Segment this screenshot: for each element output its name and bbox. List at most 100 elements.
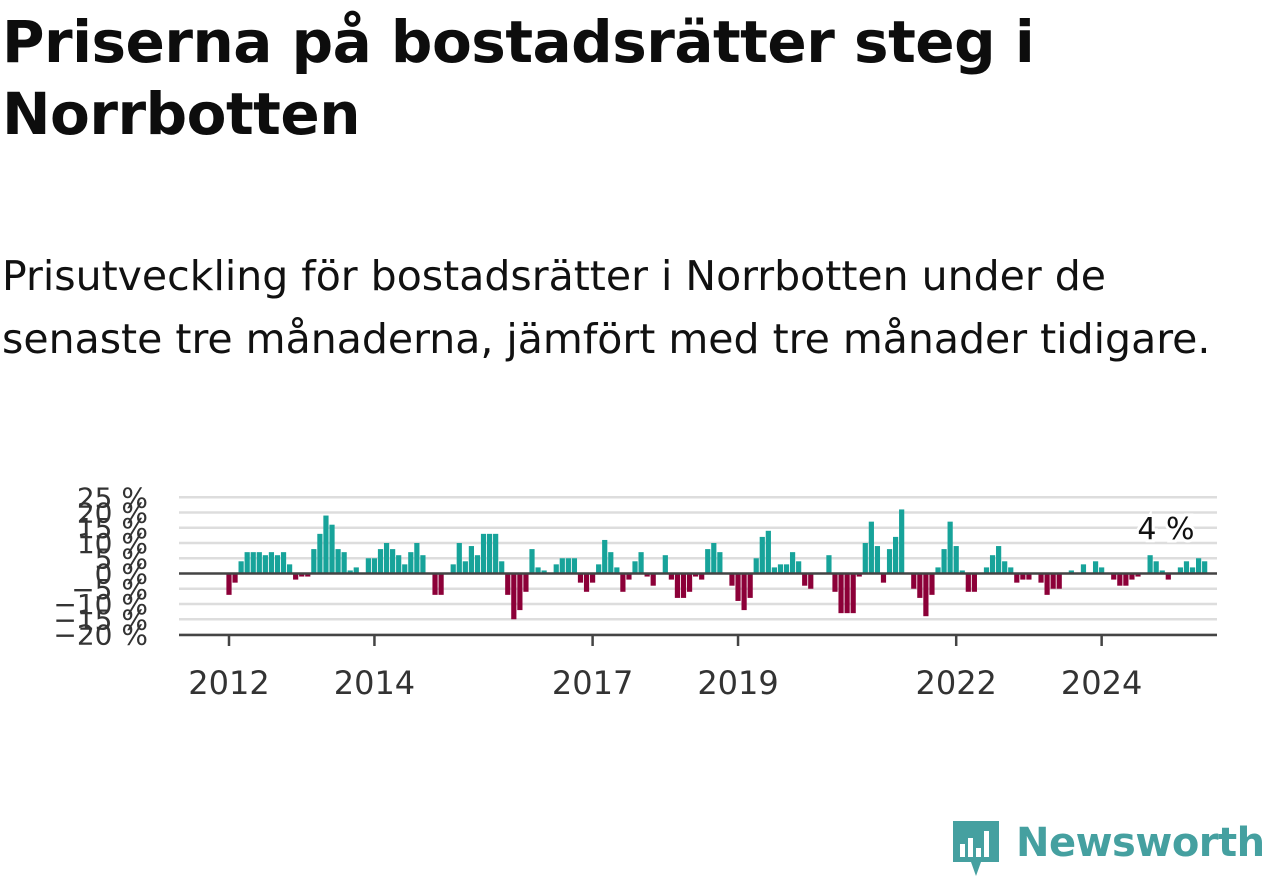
bar: [614, 567, 620, 574]
bar: [711, 543, 717, 574]
bar: [759, 536, 765, 574]
bar: [808, 573, 814, 589]
bar: [571, 558, 578, 574]
bar: [638, 552, 644, 574]
bar: [917, 573, 923, 598]
bar: [1092, 561, 1099, 574]
bar: [226, 573, 232, 595]
bar: [511, 573, 517, 620]
bar: [408, 552, 414, 574]
bar: [1050, 573, 1056, 589]
bar: [244, 552, 250, 574]
bar: [826, 555, 832, 574]
bar: [414, 543, 420, 574]
latest-value-annotation: 4 %: [1137, 512, 1194, 547]
bar: [729, 573, 735, 586]
bar: [996, 546, 1002, 574]
bar: [765, 530, 771, 574]
bar: [802, 573, 808, 586]
bar: [983, 567, 990, 574]
bar: [941, 549, 947, 574]
y-tick-label: −10 %: [53, 588, 148, 621]
bar: [468, 546, 474, 574]
y-tick-label: 25 %: [77, 481, 148, 514]
axes: [179, 572, 1217, 646]
bar: [1135, 573, 1141, 577]
bar: [371, 558, 378, 574]
bar: [1165, 573, 1171, 580]
x-tick-label: 2024: [1061, 664, 1142, 700]
bar: [559, 558, 565, 574]
newsworthy-logo-icon: [953, 821, 999, 876]
bar: [299, 573, 305, 577]
bar: [953, 546, 959, 574]
bar: [1123, 573, 1129, 586]
bar: [856, 573, 862, 577]
bar: [1026, 573, 1032, 580]
bar: [1177, 567, 1184, 574]
bar: [583, 573, 590, 592]
bar: [311, 549, 317, 574]
bar: [771, 567, 777, 574]
bar: [262, 555, 268, 574]
newsworthy-logo: Newsworthy: [950, 818, 1262, 880]
bar: [238, 561, 244, 574]
bar: [505, 573, 511, 595]
bar: [632, 561, 638, 574]
bar: [474, 555, 481, 574]
bar: [868, 521, 874, 574]
bar: [535, 567, 541, 574]
bar: [1044, 573, 1050, 595]
bar: [650, 573, 656, 586]
bar: [911, 573, 917, 589]
bar: [596, 564, 602, 574]
bar: [396, 555, 402, 574]
bar: [1020, 573, 1026, 580]
bar: [402, 564, 408, 574]
bar: [644, 573, 650, 577]
bar: [317, 533, 323, 574]
bar: [1111, 573, 1117, 580]
bar: [456, 543, 462, 574]
bar: [850, 573, 856, 614]
bar: [1183, 561, 1190, 574]
bar: [438, 573, 444, 595]
bar: [420, 555, 426, 574]
bar: [1189, 567, 1196, 574]
bar: [341, 552, 347, 574]
bar: [553, 564, 559, 574]
bar: [899, 509, 905, 574]
bar: [1202, 561, 1208, 574]
bar: [383, 543, 390, 574]
bar: [680, 573, 687, 598]
bar: [923, 573, 929, 617]
bar: [529, 549, 535, 574]
bar: [1099, 567, 1105, 574]
bar: [947, 521, 953, 574]
bar: [753, 558, 759, 574]
bar: [693, 573, 699, 577]
bar: [590, 573, 596, 583]
bar: [893, 536, 899, 574]
bar-chart: −20 %−15 %−10 %−5 %0 %5 %10 %15 %20 %25 …: [53, 481, 1217, 700]
bar: [783, 564, 790, 574]
bar: [662, 555, 668, 574]
bar: [335, 549, 341, 574]
bar: [353, 567, 359, 574]
x-tick-label: 2022: [915, 664, 996, 700]
bar: [462, 561, 468, 574]
bar: [699, 573, 705, 580]
y-tick-label: 5 %: [95, 542, 148, 575]
x-tick-label: 2014: [334, 664, 415, 700]
bar: [989, 555, 996, 574]
bar: [1117, 573, 1123, 586]
bar: [256, 552, 262, 574]
bar: [323, 515, 329, 574]
bar: [886, 549, 893, 574]
y-tick-label: −20 %: [53, 619, 148, 652]
x-tick-label: 2019: [697, 664, 778, 700]
bar: [1056, 573, 1062, 589]
bar: [377, 549, 384, 574]
bar: [1014, 573, 1020, 583]
bar: [741, 573, 747, 611]
